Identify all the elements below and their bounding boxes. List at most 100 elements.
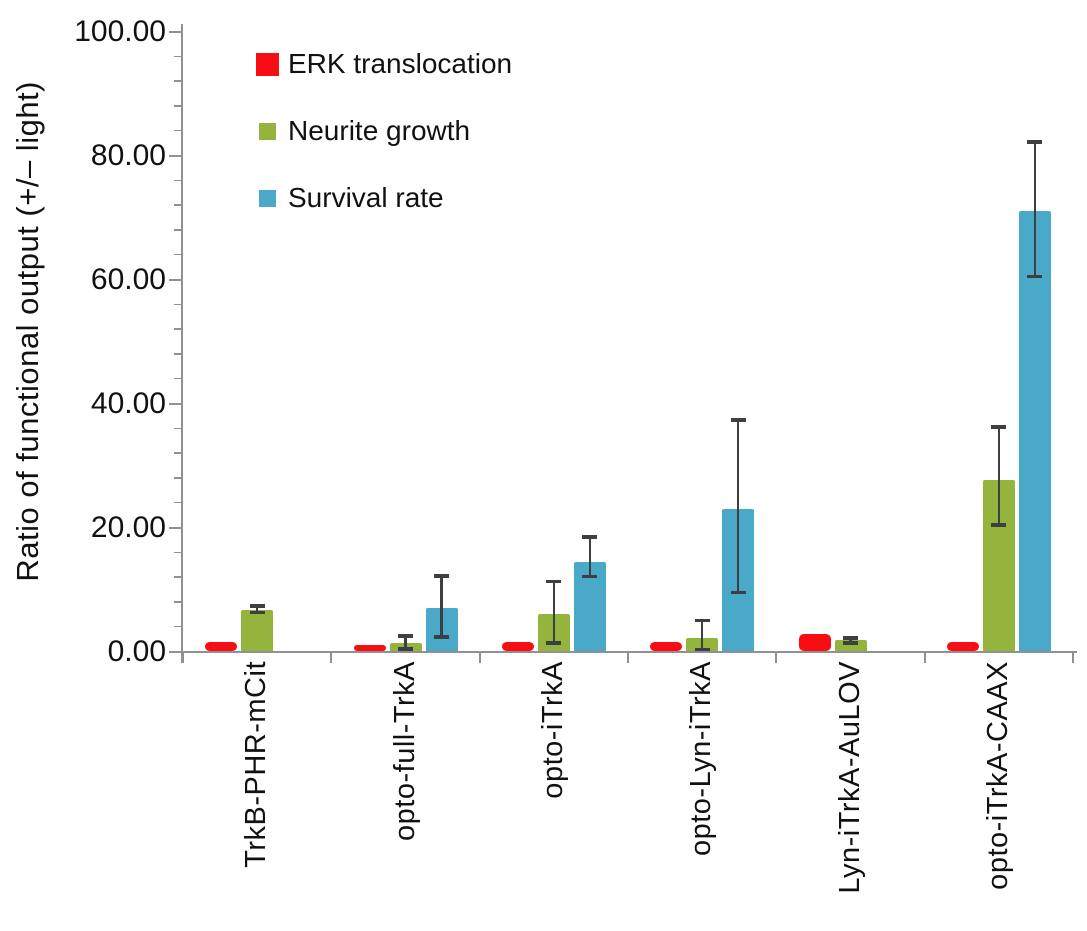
legend-item-erk-translocation: ERK translocation [256,48,513,79]
y-minor-tick [174,427,181,430]
error-bar-cap-bottom [730,590,746,595]
error-bar-stem [700,620,704,650]
bar-erk-translocation [946,642,979,652]
y-major-tick [169,650,181,653]
y-axis-title-wrap: Ratio of functional output (+/– light) [2,0,54,662]
x-axis-tick [182,651,184,663]
x-axis-label: opto-full-TrkA [388,661,421,841]
y-minor-tick [174,353,181,355]
y-tick-label: 20.00 [90,510,166,544]
bar-erk-translocation [205,642,238,652]
legend-item-survival-rate: Survival rate [256,182,512,213]
y-minor-tick [174,80,181,82]
y-major-tick [169,154,181,157]
y-minor-tick [174,601,181,603]
y-tick-label: 60.00 [90,262,166,296]
y-minor-tick [174,551,181,554]
error-bar-cap-bottom [1027,274,1043,279]
x-axis-label: opto-iTrkA-CAAX [981,661,1014,890]
error-bar-cap-bottom [546,641,562,645]
y-minor-tick [174,576,181,578]
legend: ERK translocation Neurite growth Surviva… [256,48,513,251]
legend-swatch-neurite-growth [259,122,276,140]
y-minor-tick [174,625,181,628]
error-bar-cap-bottom [694,647,710,652]
error-bar-stem [588,536,592,577]
bar-erk-translocation [798,633,831,652]
bar-survival-rate [1018,211,1051,652]
y-minor-tick [174,452,181,454]
y-minor-tick [174,55,181,58]
error-bar-stem [997,427,1001,525]
x-axis-label-wrap: opto-iTrkA [537,661,571,804]
error-bar-stem [255,606,259,613]
error-bar-cap-top [434,574,449,578]
x-axis-tick [627,651,629,663]
x-axis-label-wrap: Lyn-iTrkA-AuLOV [834,661,868,899]
legend-label: ERK translocation [288,48,513,79]
x-axis-tick [1072,651,1074,663]
x-axis-label-wrap: opto-iTrkA-CAAX [982,661,1016,895]
legend-swatch-erk-translocation [256,52,279,76]
x-axis-label: opto-iTrkA [536,661,569,799]
bar-neurite-growth [241,609,274,652]
y-tick-label: 100.00 [74,14,166,48]
y-minor-tick [174,229,181,231]
y-tick-label: 0.00 [107,634,166,668]
error-bar-stem [736,420,740,593]
error-bar-cap-top [694,618,710,623]
legend-item-neurite-growth: Neurite growth [256,115,512,146]
legend-swatch-survival-rate [259,189,276,207]
bar-neurite-growth [834,640,867,652]
bar-erk-translocation [650,642,683,652]
y-minor-tick [174,501,181,504]
bar-erk-translocation [353,644,386,652]
x-axis-label: Lyn-iTrkA-AuLOV [833,661,866,894]
error-bar-cap-top [398,634,413,638]
y-minor-tick [174,328,181,330]
error-bar-stem [440,575,443,638]
error-bar-cap-top [730,418,746,422]
y-minor-tick [174,303,181,306]
x-axis-tick [330,651,333,663]
error-bar-cap-bottom [582,574,598,579]
error-bar-cap-top [991,425,1007,429]
x-axis-label-wrap: TrkB-PHR-mCit [240,661,274,873]
legend-label: Neurite growth [288,115,471,146]
x-axis-line [170,650,1077,653]
y-major-tick [169,526,181,529]
y-minor-tick [174,105,181,107]
x-axis-label: opto-Lyn-iTrkA [685,661,718,857]
y-minor-tick [174,204,181,206]
y-minor-tick [174,377,181,380]
error-bar-cap-bottom [991,523,1007,527]
y-major-tick [169,402,181,405]
y-minor-tick [174,129,181,132]
y-minor-tick [174,477,181,479]
y-major-tick [169,30,181,33]
x-axis-tick [775,651,778,663]
error-bar-cap-top [582,535,598,539]
y-tick-label: 40.00 [90,386,166,420]
error-bar-cap-bottom [434,635,449,639]
error-bar-stem [849,637,852,643]
legend-label: Survival rate [288,182,444,213]
error-bar-cap-top [1027,140,1043,144]
error-bar-cap-top [249,604,265,608]
x-axis-tick [923,651,926,663]
x-axis-tick [478,651,481,663]
y-axis-line [181,24,183,663]
error-bar-cap-bottom [843,641,858,645]
y-tick-label: 80.00 [90,138,166,172]
error-bar-stem [404,636,407,650]
error-bar-cap-bottom [398,647,413,651]
bar-erk-translocation [501,642,534,652]
y-minor-tick [174,253,181,256]
error-bar-stem [552,581,556,643]
y-major-tick [169,278,181,281]
error-bar-cap-bottom [249,610,265,615]
x-axis-label-wrap: opto-full-TrkA [389,661,423,846]
x-axis-label: TrkB-PHR-mCit [240,661,273,868]
error-bar-cap-top [843,636,858,640]
